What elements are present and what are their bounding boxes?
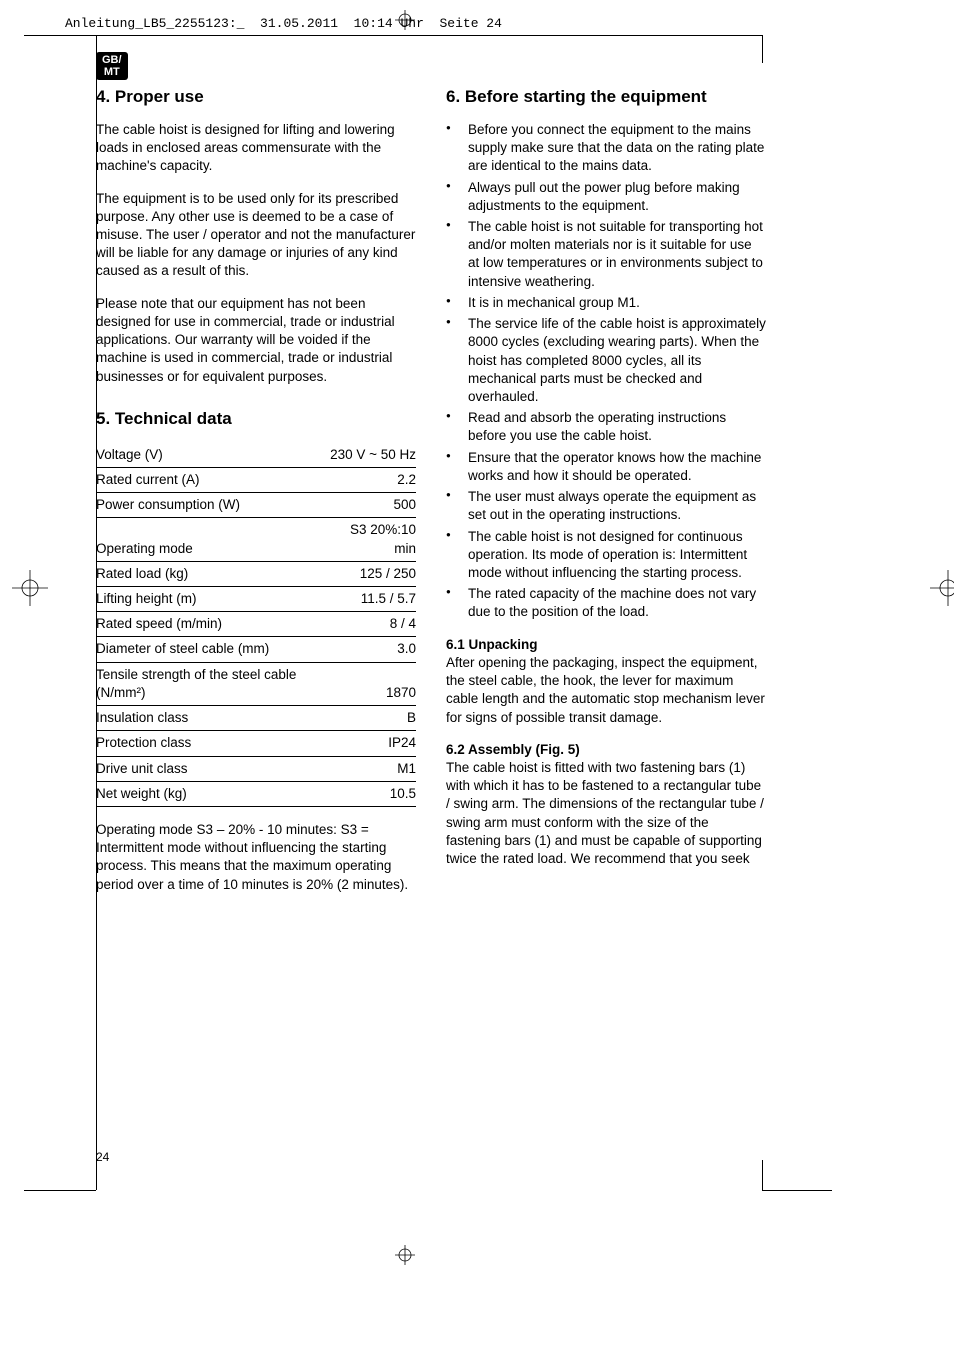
section-4-para: The cable hoist is designed for lifting … [96, 121, 416, 176]
header-page: Seite 24 [440, 16, 502, 31]
spec-label: Voltage (V) [96, 443, 330, 468]
section-4-para: Please note that our equipment has not b… [96, 295, 416, 386]
spec-label: Net weight (kg) [96, 781, 330, 806]
table-row: Protection classIP24 [96, 731, 416, 756]
spec-label: Rated speed (m/min) [96, 612, 330, 637]
page-number: 24 [96, 1150, 109, 1164]
list-item: It is in mechanical group M1. [446, 294, 766, 312]
table-row: Net weight (kg)10.5 [96, 781, 416, 806]
spec-value: B [330, 706, 416, 731]
list-item: Before you connect the equipment to the … [446, 121, 766, 176]
list-item: The cable hoist is not designed for cont… [446, 528, 766, 583]
list-item: The service life of the cable hoist is a… [446, 315, 766, 406]
spec-value: 1870 [330, 662, 416, 705]
spec-label: Drive unit class [96, 756, 330, 781]
table-row: Tensile strength of the steel cable (N/m… [96, 662, 416, 705]
section-4-para: The equipment is to be used only for its… [96, 190, 416, 281]
list-item: Read and absorb the operating instructio… [446, 409, 766, 445]
register-mark-icon [395, 10, 415, 30]
spec-value: 230 V ~ 50 Hz [330, 443, 416, 468]
tab-line2: MT [104, 66, 120, 78]
spec-value: M1 [330, 756, 416, 781]
spec-label: Operating mode [96, 518, 330, 561]
spec-value: 3.0 [330, 637, 416, 662]
section-6-2-heading: 6.2 Assembly (Fig. 5) [446, 741, 766, 759]
crop-rule [762, 35, 763, 63]
spec-value: 10.5 [330, 781, 416, 806]
spec-label: Diameter of steel cable (mm) [96, 637, 330, 662]
section-5-note: Operating mode S3 – 20% - 10 minutes: S3… [96, 821, 416, 894]
technical-data-table: Voltage (V)230 V ~ 50 Hz Rated current (… [96, 443, 416, 807]
spec-value: 125 / 250 [330, 561, 416, 586]
crop-rule [24, 35, 96, 36]
crop-rule [96, 35, 762, 36]
crop-rule [762, 1160, 763, 1190]
spec-label: Lifting height (m) [96, 587, 330, 612]
left-column: 4. Proper use The cable hoist is designe… [96, 86, 416, 908]
spec-label: Insulation class [96, 706, 330, 731]
list-item: The rated capacity of the machine does n… [446, 585, 766, 621]
section-6-1-heading: 6.1 Unpacking [446, 636, 766, 654]
tab-line1: GB/ [102, 54, 122, 66]
section-6-2-para: The cable hoist is fitted with two faste… [446, 759, 766, 868]
header-date: 31.05.2011 [260, 16, 338, 31]
table-row: Rated load (kg)125 / 250 [96, 561, 416, 586]
section-4-heading: 4. Proper use [96, 86, 416, 109]
section-6-heading: 6. Before starting the equipment [446, 86, 766, 109]
spec-label: Rated current (A) [96, 467, 330, 492]
page-content: 4. Proper use The cable hoist is designe… [96, 86, 766, 908]
list-item: The cable hoist is not suitable for tran… [446, 218, 766, 291]
spec-value: 2.2 [330, 467, 416, 492]
register-mark-icon [930, 570, 954, 606]
spec-value: 500 [330, 493, 416, 518]
print-header: Anleitung_LB5_2255123:_ 31.05.2011 10:14… [65, 16, 502, 31]
list-item: Always pull out the power plug before ma… [446, 179, 766, 215]
table-row: Rated current (A)2.2 [96, 467, 416, 492]
spec-label: Power consumption (W) [96, 493, 330, 518]
list-item: The user must always operate the equipme… [446, 488, 766, 524]
table-row: Diameter of steel cable (mm)3.0 [96, 637, 416, 662]
crop-rule [762, 1190, 832, 1191]
spec-label: Rated load (kg) [96, 561, 330, 586]
table-row: Insulation classB [96, 706, 416, 731]
crop-rule [24, 1190, 96, 1191]
table-row: Voltage (V)230 V ~ 50 Hz [96, 443, 416, 468]
spec-value: 11.5 / 5.7 [330, 587, 416, 612]
table-row: Drive unit classM1 [96, 756, 416, 781]
table-row: Operating modeS3 20%:10 min [96, 518, 416, 561]
right-column: 6. Before starting the equipment Before … [446, 86, 766, 908]
table-row: Power consumption (W)500 [96, 493, 416, 518]
spec-value: 8 / 4 [330, 612, 416, 637]
register-mark-icon [395, 1245, 415, 1265]
spec-value: S3 20%:10 min [330, 518, 416, 561]
table-row: Lifting height (m)11.5 / 5.7 [96, 587, 416, 612]
register-mark-icon [12, 570, 48, 606]
table-row: Rated speed (m/min)8 / 4 [96, 612, 416, 637]
spec-label: Tensile strength of the steel cable (N/m… [96, 662, 330, 705]
spec-value: IP24 [330, 731, 416, 756]
header-filename: Anleitung_LB5_2255123:_ [65, 16, 244, 31]
list-item: Ensure that the operator knows how the m… [446, 449, 766, 485]
section-5-heading: 5. Technical data [96, 408, 416, 431]
section-6-bullets: Before you connect the equipment to the … [446, 121, 766, 622]
language-tab: GB/ MT [96, 52, 128, 80]
section-6-1-para: After opening the packaging, inspect the… [446, 654, 766, 727]
spec-label: Protection class [96, 731, 330, 756]
